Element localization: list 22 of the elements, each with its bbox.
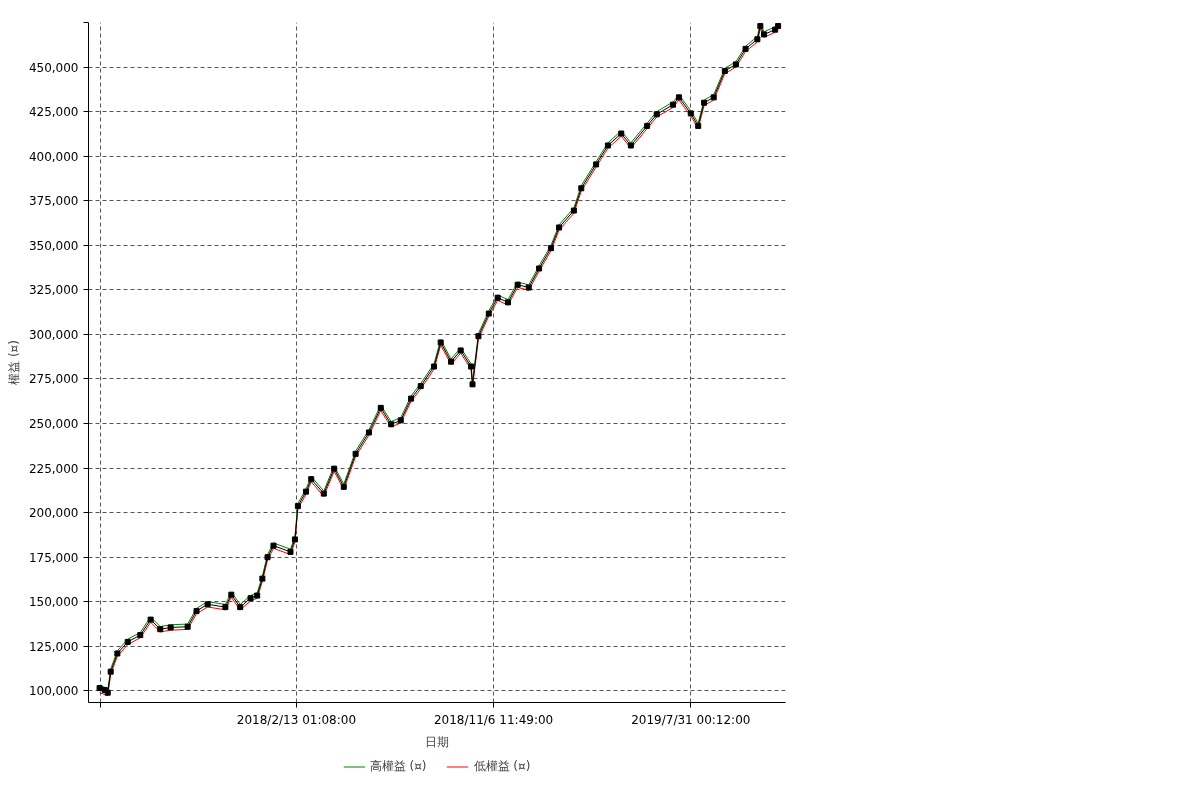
x-axis-title: 日期 [425,734,449,749]
y-tick-label: 450,000 [28,60,79,75]
y-tick-label: 350,000 [28,238,79,253]
y-tick-label: 250,000 [28,417,79,432]
y-tick-label: 300,000 [28,327,79,342]
y-tick-label: 325,000 [28,283,79,298]
y-tick-label: 375,000 [28,194,79,209]
y-tick-label: 125,000 [28,639,79,654]
y-tick-label: 150,000 [28,595,79,610]
y-tick-label: 425,000 [28,105,79,120]
legend-label: 高權益 (¤) [369,757,427,775]
x-tick-label: 2018/2/13 01:08:00 [236,712,357,727]
y-axis-title: 權益 (¤) [6,340,21,385]
x-tick-label: 2019/7/31 00:12:00 [631,712,751,727]
y-tick-label: 200,000 [28,506,79,521]
y-tick-label: 400,000 [28,149,79,164]
y-tick-label: 275,000 [28,372,79,387]
legend-label: 低權益 (¤) [473,757,531,775]
y-tick-label: 225,000 [28,461,79,476]
y-tick-label: 175,000 [28,550,79,565]
y-tick-label: 100,000 [28,684,79,699]
x-tick-label: 2018/11/6 11:49:00 [433,712,554,727]
